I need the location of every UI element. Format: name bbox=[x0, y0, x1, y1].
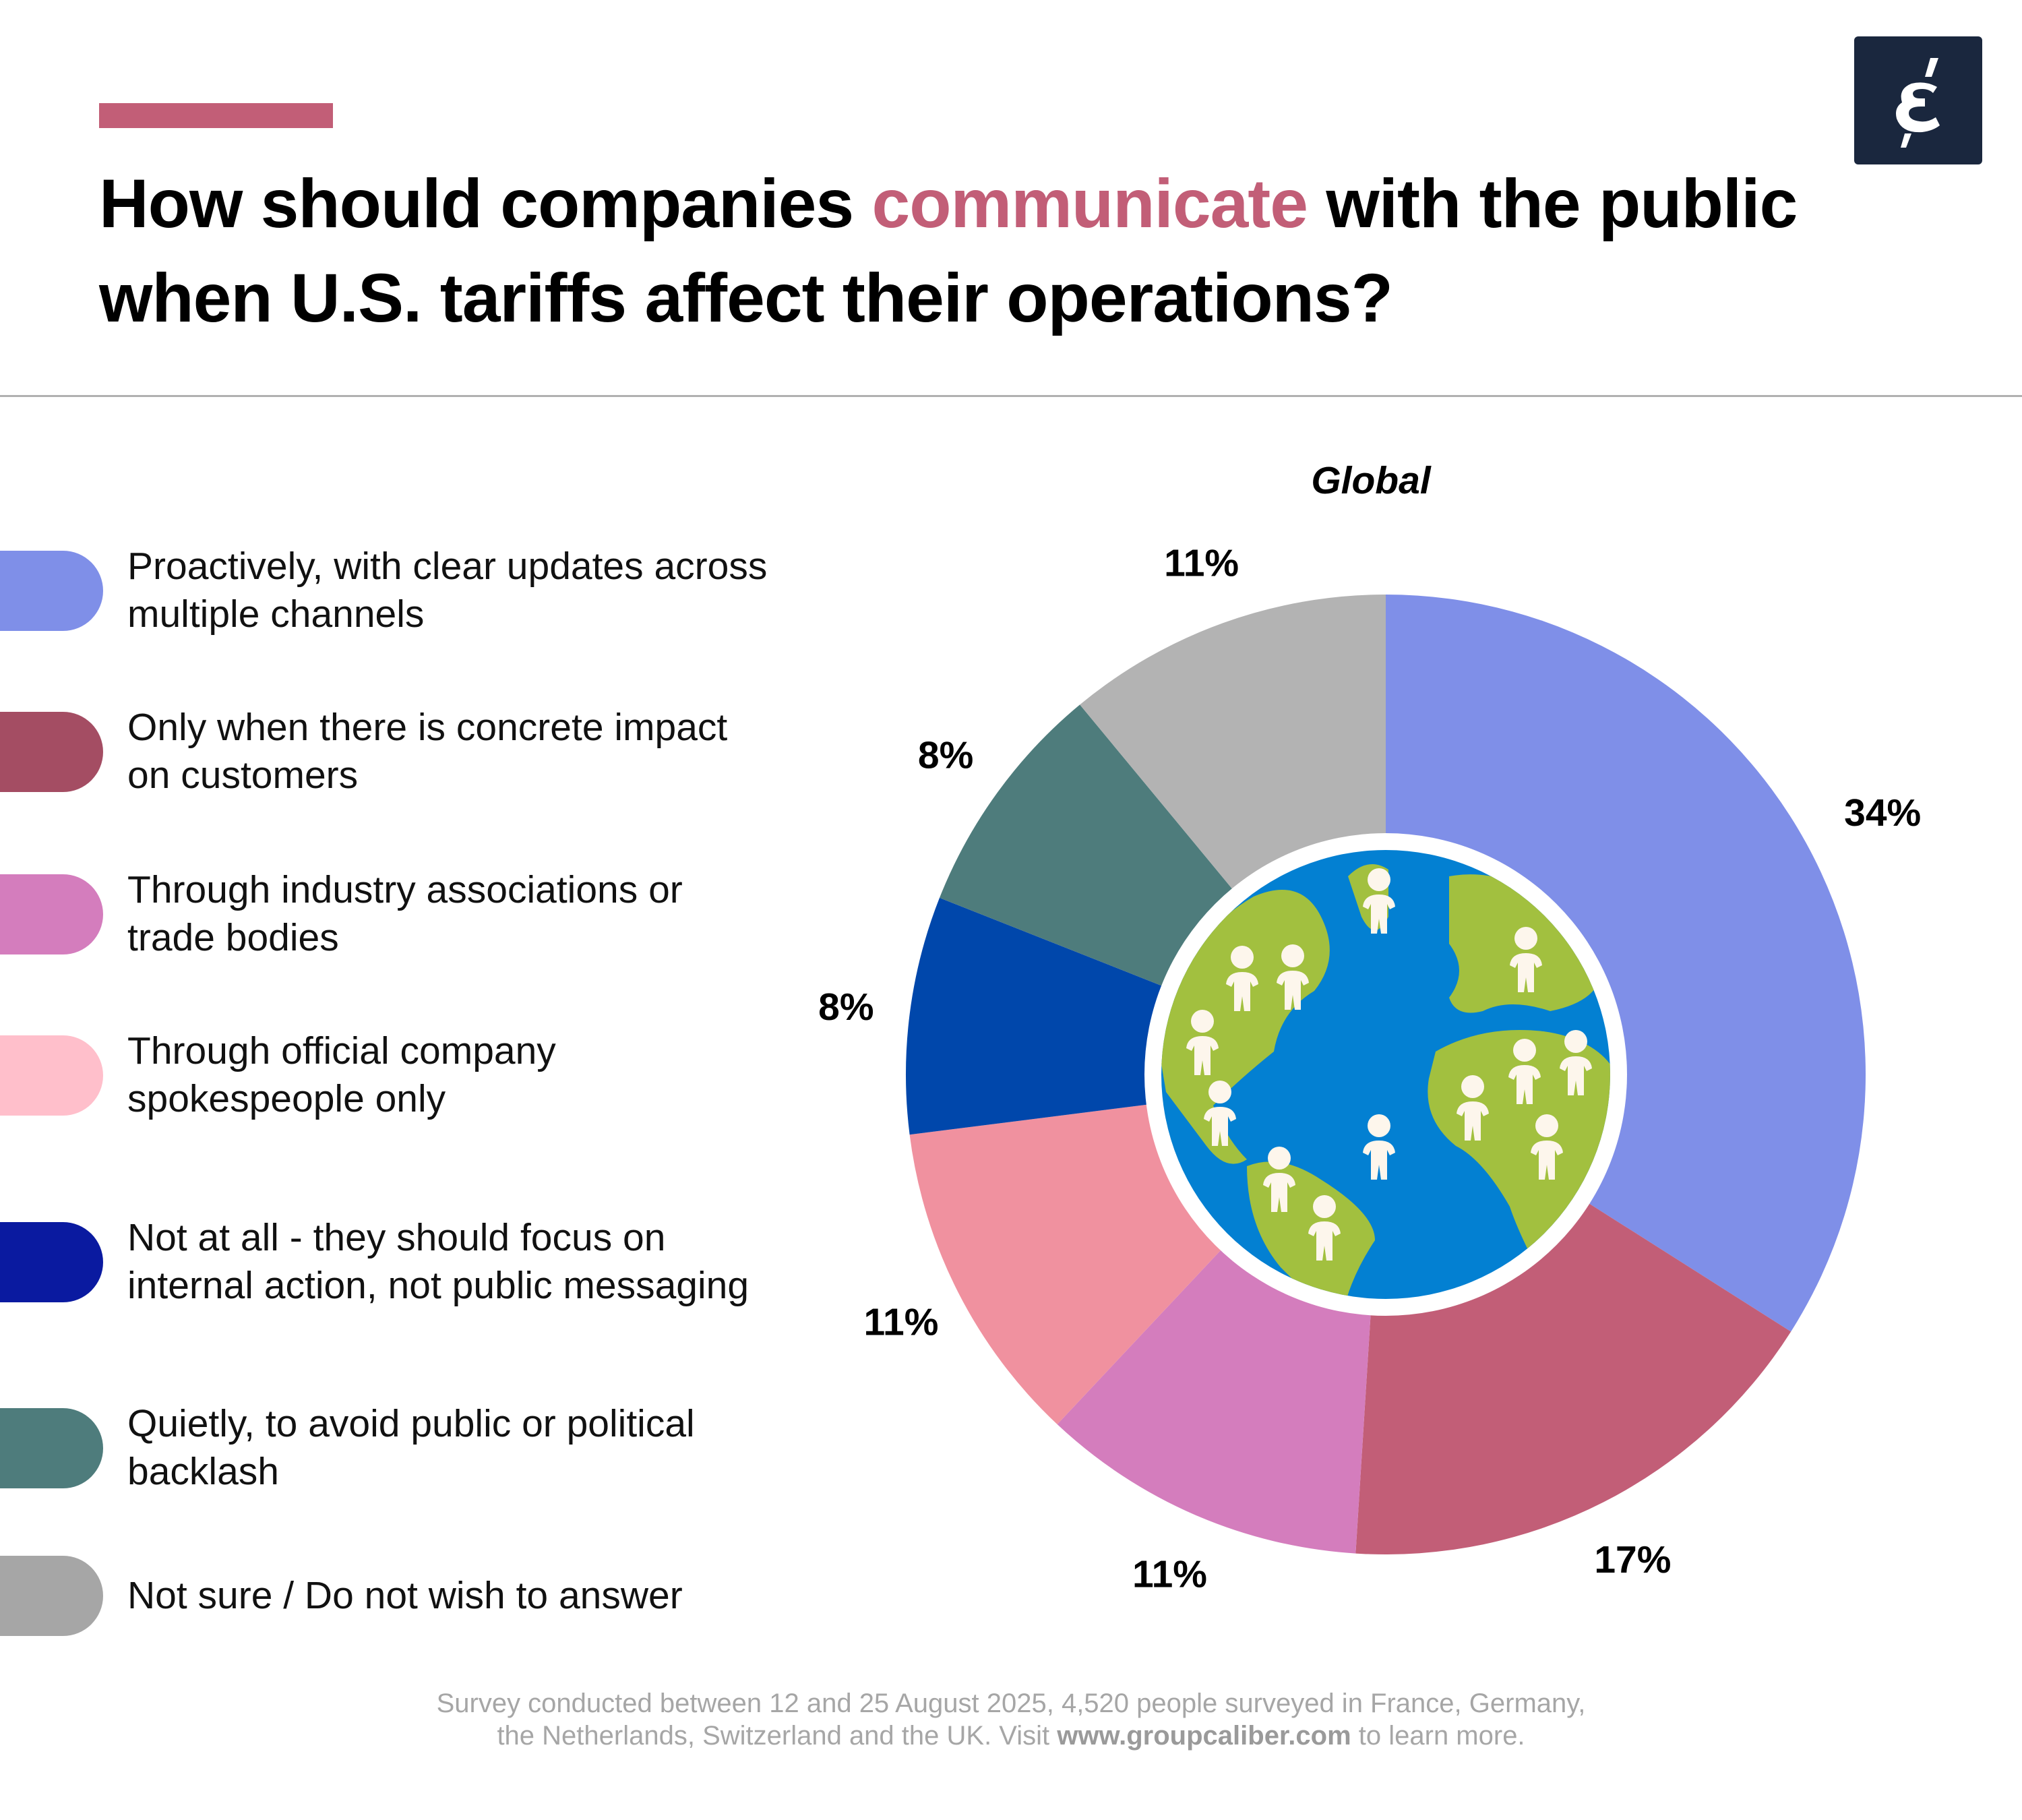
legend-swatch bbox=[0, 1556, 103, 1636]
legend-swatch bbox=[0, 550, 103, 631]
slice-label: 17% bbox=[1594, 1538, 1671, 1581]
legend-swatch bbox=[0, 1221, 103, 1302]
legend-label: Through industry associations or trade b… bbox=[127, 868, 683, 959]
person-icon bbox=[1457, 1075, 1489, 1141]
slice-label: 8% bbox=[818, 985, 874, 1029]
slice-label: 11% bbox=[863, 1300, 938, 1343]
header-divider bbox=[0, 395, 2022, 397]
legend-label: Not at all - they should focus on intern… bbox=[127, 1216, 749, 1307]
person-icon bbox=[1263, 1147, 1295, 1212]
footer-text: the Netherlands, Switzerland and the UK.… bbox=[497, 1721, 1058, 1751]
person-icon bbox=[1531, 1114, 1563, 1180]
legend-item: Not sure / Do not wish to answer bbox=[0, 1556, 774, 1636]
footer-text-end: to learn more. bbox=[1351, 1721, 1525, 1751]
legend-swatch bbox=[0, 711, 103, 792]
legend-label: Only when there is concrete impact on cu… bbox=[127, 706, 728, 797]
footer-note: Survey conducted between 12 and 25 Augus… bbox=[0, 1687, 2022, 1752]
legend-item: Quietly, to avoid public or political ba… bbox=[0, 1400, 774, 1496]
title-text-end: with the public when U.S. tariffs affect… bbox=[99, 165, 1798, 336]
chart-title: Global bbox=[1311, 459, 1431, 502]
legend-swatch bbox=[0, 1407, 103, 1488]
slice-label: 34% bbox=[1844, 791, 1921, 835]
person-icon bbox=[1204, 1081, 1236, 1146]
person-icon bbox=[1363, 1114, 1395, 1180]
person-icon bbox=[1560, 1030, 1592, 1095]
epsilon-logo-icon bbox=[1896, 58, 1940, 148]
person-icon bbox=[1308, 1195, 1341, 1261]
slice-label: 11% bbox=[1164, 542, 1239, 585]
legend-label: Quietly, to avoid public or political ba… bbox=[127, 1402, 695, 1493]
legend-item: Proactively, with clear updates across m… bbox=[0, 543, 774, 638]
slice-label: 8% bbox=[918, 734, 973, 777]
legend-item: Only when there is concrete impact on cu… bbox=[0, 704, 774, 799]
footer-line-1: Survey conducted between 12 and 25 Augus… bbox=[436, 1689, 1586, 1718]
person-icon bbox=[1363, 868, 1395, 934]
title-highlight: communicate bbox=[871, 165, 1308, 242]
legend-label: Proactively, with clear updates across m… bbox=[127, 545, 768, 636]
legend-swatch bbox=[0, 1035, 103, 1116]
legend-item: Through official company spokespeople on… bbox=[0, 1027, 774, 1123]
brand-logo bbox=[1854, 36, 1982, 164]
legend-swatch bbox=[0, 874, 103, 954]
person-icon bbox=[1277, 944, 1309, 1010]
legend-label: Through official company spokespeople on… bbox=[127, 1029, 556, 1120]
legend-item: Through industry associations or trade b… bbox=[0, 866, 774, 962]
title-text: How should companies bbox=[99, 165, 872, 242]
person-icon bbox=[1508, 1039, 1541, 1104]
person-icon bbox=[1226, 946, 1258, 1011]
person-icon bbox=[1186, 1010, 1219, 1075]
legend-item: Not at all - they should focus on intern… bbox=[0, 1214, 774, 1310]
legend-label: Not sure / Do not wish to answer bbox=[127, 1574, 683, 1617]
accent-bar bbox=[99, 103, 333, 128]
person-icon bbox=[1510, 927, 1542, 992]
footer-line-2: the Netherlands, Switzerland and the UK.… bbox=[0, 1720, 2022, 1752]
slice-label: 11% bbox=[1132, 1553, 1207, 1596]
website-link[interactable]: www.groupcaliber.com bbox=[1057, 1721, 1351, 1751]
page-title: How should companies communicate with th… bbox=[99, 156, 1818, 345]
